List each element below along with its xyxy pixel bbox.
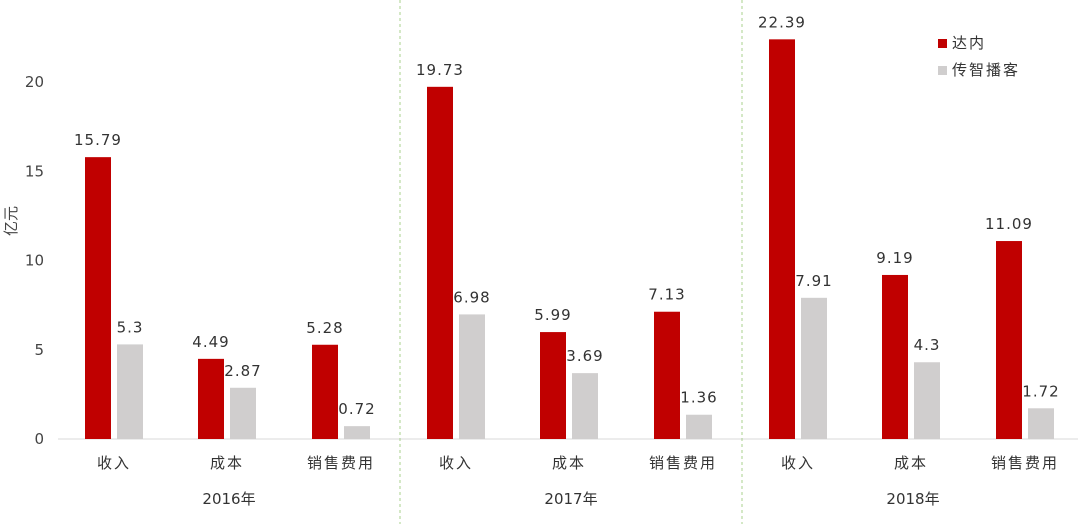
group-label: 2018年 <box>886 490 939 508</box>
y-tick-label: 20 <box>25 73 44 91</box>
legend-label: 传智播客 <box>952 61 1020 79</box>
category-label: 成本 <box>552 454 586 472</box>
bar-达内 <box>882 274 908 439</box>
data-label: 4.3 <box>914 336 941 354</box>
group-label: 2017年 <box>544 490 597 508</box>
data-label: 2.87 <box>224 362 261 380</box>
bar-传智播客 <box>572 373 598 439</box>
legend-label: 达内 <box>952 34 986 52</box>
data-label: 7.13 <box>648 286 685 304</box>
bar-传智播客 <box>117 344 143 439</box>
bar-传智播客 <box>230 387 256 439</box>
bar-传智播客 <box>686 414 712 439</box>
data-label: 19.73 <box>416 61 464 79</box>
bar-达内 <box>198 358 224 439</box>
data-label: 11.09 <box>985 215 1033 233</box>
data-label: 9.19 <box>876 249 913 267</box>
data-label: 7.91 <box>795 272 832 290</box>
y-tick-label: 15 <box>25 162 44 180</box>
bar-达内 <box>427 86 453 440</box>
data-label: 1.36 <box>680 389 717 407</box>
bar-达内 <box>312 344 338 439</box>
bar-传智播客 <box>1028 408 1054 439</box>
bar-达内 <box>654 311 680 439</box>
data-label: 22.39 <box>758 13 806 31</box>
bar-传智播客 <box>344 426 370 439</box>
data-label: 5.99 <box>534 306 571 324</box>
y-tick-label: 5 <box>34 341 44 359</box>
bar-传智播客 <box>459 314 485 439</box>
bar-传智播客 <box>801 297 827 439</box>
bar-达内 <box>996 241 1022 439</box>
category-label: 收入 <box>439 454 473 472</box>
legend-swatch <box>938 39 947 48</box>
bar-达内 <box>85 157 111 439</box>
category-label: 成本 <box>894 454 928 472</box>
bar-达内 <box>769 39 795 439</box>
y-tick-label: 0 <box>34 430 44 448</box>
group-label: 2016年 <box>202 490 255 508</box>
data-label: 1.72 <box>1022 382 1059 400</box>
y-axis-title: 亿元 <box>2 206 20 236</box>
category-label: 收入 <box>97 454 131 472</box>
category-label: 销售费用 <box>649 454 717 472</box>
y-tick-label: 10 <box>25 252 44 270</box>
category-label: 销售费用 <box>307 454 375 472</box>
data-label: 6.98 <box>453 288 490 306</box>
data-label: 0.72 <box>338 400 375 418</box>
data-label: 5.3 <box>117 318 144 336</box>
bar-传智播客 <box>914 362 940 439</box>
category-label: 收入 <box>781 454 815 472</box>
data-label: 5.28 <box>306 319 343 337</box>
data-label: 15.79 <box>74 131 122 149</box>
legend-swatch <box>938 66 947 75</box>
data-label: 3.69 <box>566 347 603 365</box>
bar-达内 <box>540 332 566 439</box>
category-label: 销售费用 <box>991 454 1059 472</box>
data-label: 4.49 <box>192 333 229 351</box>
category-label: 成本 <box>210 454 244 472</box>
